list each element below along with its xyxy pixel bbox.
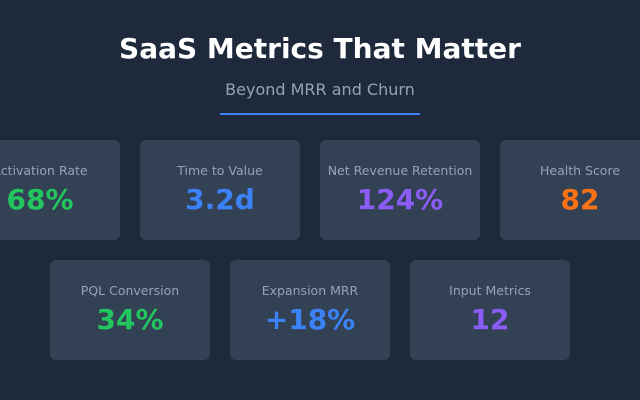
metric-label: Health Score <box>539 163 621 178</box>
subtitle: Beyond MRR and Churn <box>225 80 415 99</box>
metric-card: Net Revenue Retention 124% <box>320 140 480 240</box>
metric-value: 12 <box>470 303 510 336</box>
metric-label: PQL Conversion <box>80 283 180 298</box>
metric-card: Time to Value 3.2d <box>140 140 300 240</box>
metric-label: Net Revenue Retention <box>327 163 473 178</box>
metric-value: 124% <box>356 183 444 216</box>
divider <box>220 113 420 115</box>
metric-label: Input Metrics <box>449 283 531 298</box>
title: SaaS Metrics That Matter <box>119 32 521 65</box>
metric-value: 34% <box>96 303 164 336</box>
metric-label: Time to Value <box>177 163 263 178</box>
metric-value: +18% <box>264 303 356 336</box>
metric-card: Expansion MRR +18% <box>230 260 390 360</box>
metric-value: 82 <box>560 183 600 216</box>
metric-card: PQL Conversion 34% <box>50 260 210 360</box>
metric-card: Input Metrics 12 <box>410 260 570 360</box>
metric-card: Health Score 82 <box>500 140 640 240</box>
metric-label: Activation Rate <box>0 163 88 178</box>
metric-label: Expansion MRR <box>261 283 359 298</box>
metric-value: 68% <box>6 183 74 216</box>
metric-value: 3.2d <box>185 183 255 216</box>
metric-card: Activation Rate 68% <box>0 140 120 240</box>
